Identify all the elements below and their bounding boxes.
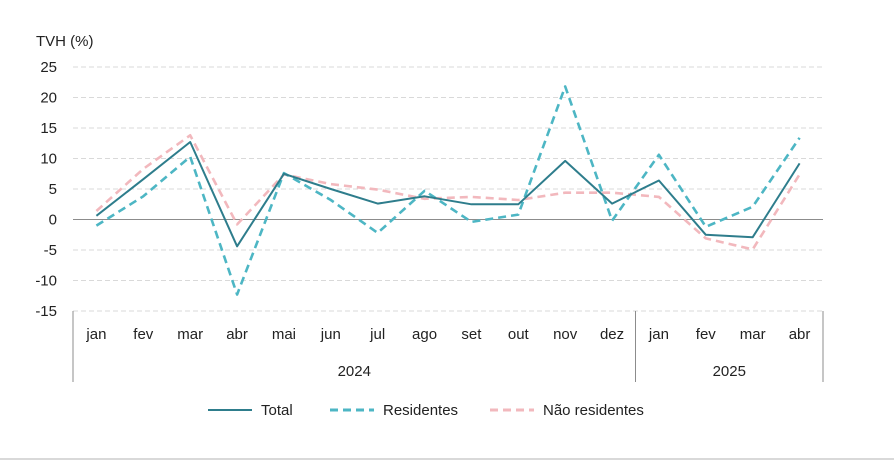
x-tick-label: out: [508, 326, 530, 343]
x-group-label: 2025: [713, 363, 746, 380]
y-axis: -15 -10 -5 0 5 10 15 20 25: [35, 59, 57, 320]
x-tick-label: ago: [412, 326, 437, 343]
y-tick-label: 10: [40, 151, 57, 168]
x-tick-label: fev: [133, 326, 154, 343]
x-axis: jan fev mar abr mai jun jul ago set out nov dez jan f…: [72, 311, 824, 382]
x-tick-label: mar: [177, 326, 203, 343]
x-tick-label: abr: [226, 326, 248, 343]
legend: Total Residentes Não residentes: [208, 402, 644, 419]
y-tick-label: 15: [40, 120, 57, 137]
legend-label: Total: [261, 402, 293, 419]
y-tick-label: 5: [49, 181, 57, 198]
y-tick-label: 25: [40, 59, 57, 76]
x-tick-label: jan: [648, 326, 669, 343]
y-tick-label: 20: [40, 90, 57, 107]
x-tick-label: fev: [696, 326, 717, 343]
x-tick-label: mar: [740, 326, 766, 343]
x-tick-label: abr: [789, 326, 811, 343]
y-axis-title: TVH (%): [36, 33, 94, 50]
series-line-n-o-residentes: [95, 134, 801, 251]
x-tick-label: jan: [85, 326, 106, 343]
gridlines: [73, 66, 823, 312]
y-tick-label: -5: [44, 242, 57, 259]
legend-label: Não residentes: [543, 402, 644, 419]
y-tick-label: -10: [35, 273, 57, 290]
y-tick-label: -15: [35, 303, 57, 320]
series-line-residentes: [95, 85, 801, 296]
x-tick-label: mai: [272, 326, 296, 343]
x-group-label: 2024: [338, 363, 371, 380]
series-line-total: [95, 141, 801, 248]
x-tick-label: jun: [320, 326, 341, 343]
x-tick-label: jul: [369, 326, 385, 343]
x-tick-label: dez: [600, 326, 624, 343]
series: [95, 85, 801, 296]
y-tick-label: 0: [49, 212, 57, 229]
x-tick-label: set: [461, 326, 482, 343]
x-tick-label: nov: [553, 326, 578, 343]
bottom-divider: [0, 458, 894, 460]
legend-label: Residentes: [383, 402, 458, 419]
